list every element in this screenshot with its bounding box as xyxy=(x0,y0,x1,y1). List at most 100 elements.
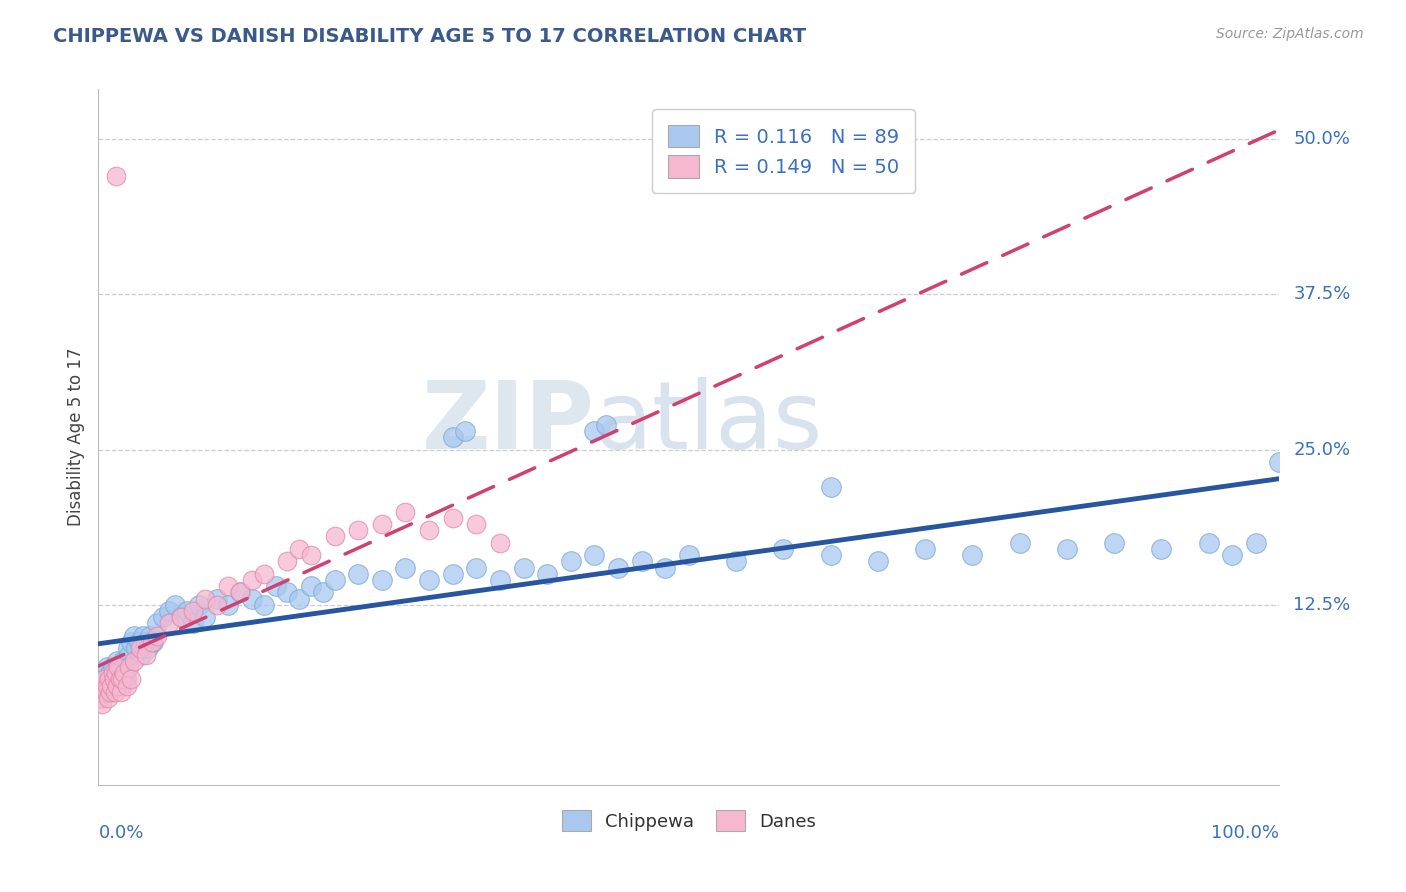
Point xyxy=(118,648,141,662)
Point xyxy=(112,660,135,674)
Point xyxy=(136,641,159,656)
Point xyxy=(107,673,129,687)
Point xyxy=(170,610,193,624)
Point xyxy=(1220,548,1243,562)
Point xyxy=(115,679,138,693)
Point xyxy=(418,523,440,537)
Point xyxy=(217,579,239,593)
Point xyxy=(312,585,335,599)
Point xyxy=(288,591,311,606)
Point xyxy=(276,585,298,599)
Point xyxy=(157,616,180,631)
Point xyxy=(110,685,132,699)
Point xyxy=(125,641,148,656)
Point xyxy=(117,641,139,656)
Point xyxy=(91,697,114,711)
Point xyxy=(465,516,488,531)
Point xyxy=(205,598,228,612)
Point xyxy=(371,516,394,531)
Point xyxy=(96,679,118,693)
Point xyxy=(139,629,162,643)
Point xyxy=(229,585,252,599)
Point xyxy=(105,654,128,668)
Point xyxy=(253,566,276,581)
Point xyxy=(94,679,117,693)
Point xyxy=(170,610,193,624)
Point xyxy=(536,566,558,581)
Point xyxy=(453,424,475,438)
Point xyxy=(866,554,889,568)
Point xyxy=(135,648,157,662)
Point xyxy=(1150,541,1173,556)
Point xyxy=(108,660,131,674)
Point xyxy=(97,685,120,699)
Point xyxy=(181,604,204,618)
Point xyxy=(820,480,842,494)
Y-axis label: Disability Age 5 to 17: Disability Age 5 to 17 xyxy=(66,348,84,526)
Point xyxy=(347,523,370,537)
Point xyxy=(98,685,121,699)
Point xyxy=(240,573,263,587)
Point xyxy=(114,673,136,687)
Text: 50.0%: 50.0% xyxy=(1294,130,1350,148)
Point xyxy=(441,566,464,581)
Point xyxy=(110,679,132,693)
Point xyxy=(111,673,134,687)
Point xyxy=(101,660,124,674)
Point xyxy=(583,424,606,438)
Point xyxy=(98,666,121,681)
Point xyxy=(962,548,984,562)
Point xyxy=(101,666,124,681)
Point xyxy=(91,685,114,699)
Point xyxy=(441,430,464,444)
Point xyxy=(111,666,134,681)
Point xyxy=(607,560,630,574)
Point xyxy=(100,679,122,693)
Text: CHIPPEWA VS DANISH DISABILITY AGE 5 TO 17 CORRELATION CHART: CHIPPEWA VS DANISH DISABILITY AGE 5 TO 1… xyxy=(53,27,807,45)
Point xyxy=(772,541,794,556)
Point xyxy=(90,685,112,699)
Point xyxy=(107,660,129,674)
Point xyxy=(217,598,239,612)
Point xyxy=(181,616,204,631)
Point xyxy=(121,635,143,649)
Point xyxy=(725,554,748,568)
Point xyxy=(1268,455,1291,469)
Point xyxy=(105,666,128,681)
Point xyxy=(489,573,512,587)
Point xyxy=(1056,541,1078,556)
Point xyxy=(112,666,135,681)
Point xyxy=(105,679,128,693)
Point xyxy=(128,641,150,656)
Point xyxy=(105,169,128,184)
Point xyxy=(103,673,125,687)
Point xyxy=(1198,535,1220,549)
Point xyxy=(89,690,111,705)
Point xyxy=(1102,535,1125,549)
Point xyxy=(276,554,298,568)
Point xyxy=(104,679,127,693)
Point xyxy=(240,591,263,606)
Text: atlas: atlas xyxy=(595,377,823,469)
Text: 100.0%: 100.0% xyxy=(1212,824,1279,842)
Point xyxy=(98,673,121,687)
Point xyxy=(394,505,416,519)
Point xyxy=(194,610,217,624)
Point xyxy=(100,679,122,693)
Point xyxy=(94,685,117,699)
Point xyxy=(90,679,112,693)
Point xyxy=(347,566,370,581)
Point xyxy=(165,598,187,612)
Point xyxy=(253,598,276,612)
Point xyxy=(489,535,512,549)
Text: 12.5%: 12.5% xyxy=(1294,596,1351,614)
Point xyxy=(187,598,209,612)
Point xyxy=(142,635,165,649)
Point xyxy=(820,548,842,562)
Point xyxy=(122,654,145,668)
Point xyxy=(135,635,157,649)
Text: 25.0%: 25.0% xyxy=(1294,441,1351,458)
Point xyxy=(103,673,125,687)
Point xyxy=(560,554,582,568)
Point xyxy=(441,511,464,525)
